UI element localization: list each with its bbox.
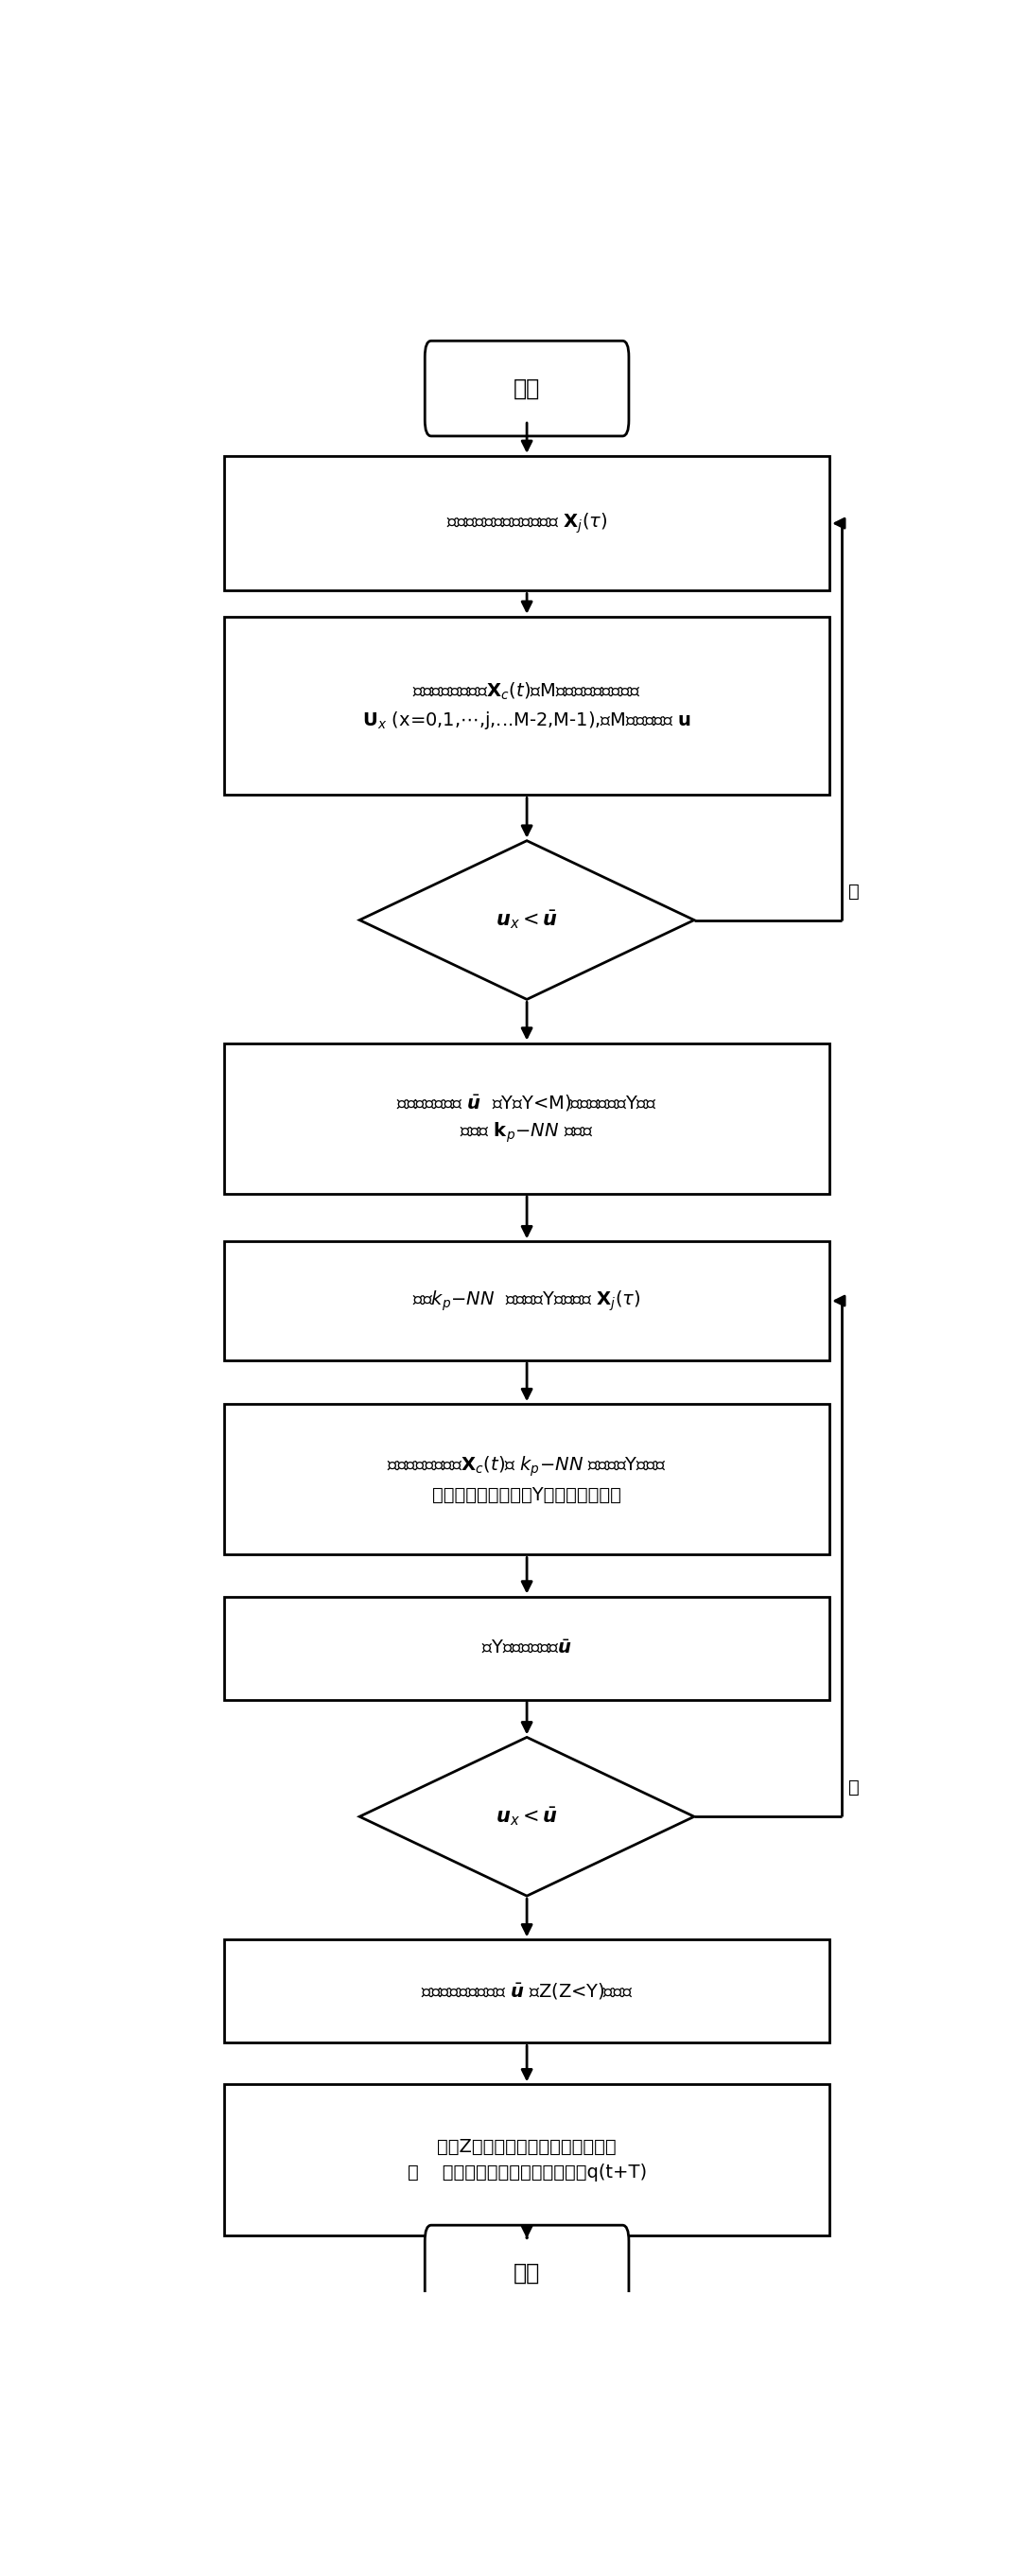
Polygon shape — [360, 840, 694, 999]
Text: $\boldsymbol{u}_x < \bar{\boldsymbol{u}}$: $\boldsymbol{u}_x < \bar{\boldsymbol{u}}… — [495, 1806, 558, 1829]
FancyBboxPatch shape — [425, 2226, 629, 2321]
Bar — [224, 616, 830, 796]
Text: 计算当前状态向量$\mathbf{X}_c$$(t)$与 $k_p$$-NN$ 数据集中Y个样本
间的欧式距离，得到Y个欧式距离値，: 计算当前状态向量$\mathbf{X}_c$$(t)$与 $k_p$$-NN$ … — [388, 1455, 666, 1504]
Text: 开始: 开始 — [514, 376, 540, 399]
FancyBboxPatch shape — [425, 340, 629, 435]
Text: 取出欧式距离値小于 $\bar{\boldsymbol{u}}$ 的Z(Z<Y)个样本: 取出欧式距离値小于 $\bar{\boldsymbol{u}}$ 的Z(Z<Y)… — [420, 1981, 633, 2002]
Bar — [224, 1940, 830, 2043]
Polygon shape — [360, 1736, 694, 1896]
Text: 结束: 结束 — [514, 2262, 540, 2285]
Text: 遍历历史时间段数据库里的 $\mathbf{X}_j(\tau)$: 遍历历史时间段数据库里的 $\mathbf{X}_j(\tau)$ — [446, 510, 608, 536]
Text: $\boldsymbol{u}_x < \bar{\boldsymbol{u}}$: $\boldsymbol{u}_x < \bar{\boldsymbol{u}}… — [495, 909, 558, 933]
Bar — [224, 1242, 830, 1360]
Bar — [224, 2084, 830, 2236]
Text: 取出值小于均値 $\bar{\boldsymbol{u}}$  的Y（Y<M)个样本，由这Y个样
本构建 $\mathbf{k}_p$$-NN$ 数据集: 取出值小于均値 $\bar{\boldsymbol{u}}$ 的Y（Y<M)个样… — [397, 1092, 657, 1144]
Text: 否: 否 — [848, 881, 859, 899]
Bar — [224, 456, 830, 590]
Text: 计算当前状态向量$\mathbf{X}_c$$(t)$与M个样本间的欧式距离
$\mathbf{U}_x$ (x=0,1,⋯,j,...M-2,M-1),取M个: 计算当前状态向量$\mathbf{X}_c$$(t)$与M个样本间的欧式距离 $… — [363, 680, 691, 732]
Text: 取Y个値的平均値$\bar{\boldsymbol{u}}$: 取Y个値的平均値$\bar{\boldsymbol{u}}$ — [481, 1638, 573, 1656]
Text: 由这Z个样本构建最佳决策输入数据
集    ，并根据公式预测未来交通流q(t+T): 由这Z个样本构建最佳决策输入数据 集 ，并根据公式预测未来交通流q(t+T) — [407, 2138, 647, 2182]
Bar — [224, 1043, 830, 1193]
Text: 遍历$k_p$$-NN$  数据集中Y个样本的 $\mathbf{X}_j(\tau)$: 遍历$k_p$$-NN$ 数据集中Y个样本的 $\mathbf{X}_j(\ta… — [412, 1288, 641, 1314]
Text: 否: 否 — [848, 1780, 859, 1798]
Bar — [224, 1597, 830, 1700]
Bar — [224, 1404, 830, 1556]
